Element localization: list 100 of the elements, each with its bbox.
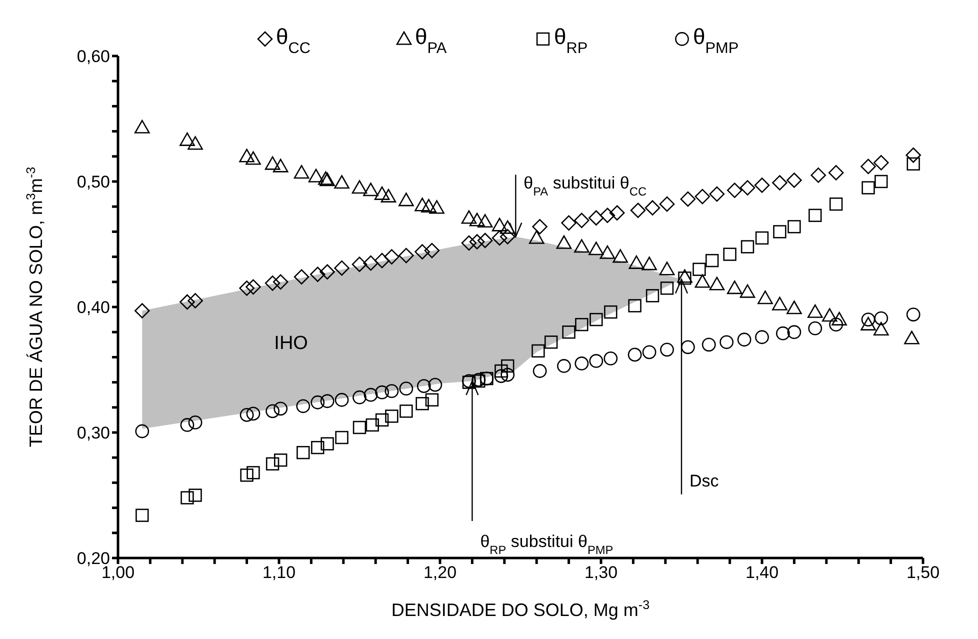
- point: [694, 274, 710, 288]
- point: [630, 202, 646, 218]
- point: [239, 148, 254, 162]
- point: [494, 364, 508, 378]
- point: [425, 393, 439, 406]
- point: [692, 262, 706, 276]
- point: [709, 186, 725, 202]
- point: [477, 232, 493, 248]
- point: [374, 186, 390, 200]
- point: [828, 165, 844, 180]
- point: [561, 215, 576, 231]
- point: [574, 212, 590, 228]
- y-tick-label: 0,60: [76, 47, 110, 66]
- point: [375, 413, 389, 427]
- point: [861, 312, 876, 326]
- point: [188, 136, 203, 150]
- point: [660, 282, 674, 295]
- point: [334, 392, 349, 407]
- point: [562, 326, 576, 339]
- point: [532, 219, 548, 234]
- point: [375, 385, 389, 400]
- point: [904, 330, 920, 344]
- point: [873, 155, 889, 170]
- point: [755, 231, 769, 245]
- point: [421, 198, 436, 212]
- point: [659, 196, 675, 212]
- point: [134, 120, 150, 134]
- x-tick-label: 1,10: [262, 563, 296, 582]
- point: [702, 338, 716, 352]
- point: [364, 388, 378, 402]
- point: [588, 210, 604, 226]
- point: [352, 256, 368, 272]
- point: [363, 182, 378, 196]
- point: [628, 255, 644, 269]
- point: [246, 151, 261, 165]
- x-tick-label: 1,00: [101, 563, 135, 582]
- point: [135, 424, 150, 438]
- point: [461, 235, 477, 251]
- point: [808, 321, 822, 336]
- point: [788, 220, 801, 234]
- point: [246, 406, 260, 421]
- annotation: IHO: [274, 333, 308, 354]
- point: [296, 446, 310, 460]
- point: [628, 348, 642, 362]
- point: [188, 488, 202, 502]
- point: [266, 457, 280, 470]
- point: [829, 197, 843, 211]
- point: [501, 359, 514, 373]
- x-tick-label: 1,20: [423, 563, 457, 582]
- point: [384, 249, 400, 264]
- point: [776, 326, 790, 340]
- point: [758, 290, 773, 304]
- point: [862, 181, 875, 194]
- point: [363, 255, 378, 271]
- point: [352, 180, 368, 194]
- point: [726, 182, 742, 198]
- point: [429, 200, 444, 214]
- point: [787, 325, 802, 340]
- point: [272, 158, 288, 172]
- point: [786, 172, 802, 188]
- point: [335, 430, 348, 444]
- point: [720, 335, 734, 350]
- point: [694, 188, 710, 204]
- point: [266, 404, 280, 418]
- point: [274, 402, 288, 416]
- point: [385, 410, 398, 423]
- point: [772, 175, 788, 190]
- point: [532, 364, 547, 378]
- point: [642, 256, 657, 270]
- point: [310, 395, 325, 410]
- point: [398, 248, 414, 264]
- point: [604, 305, 618, 319]
- point: [399, 382, 414, 396]
- point: [334, 260, 350, 276]
- point: [352, 420, 366, 434]
- point: [492, 218, 508, 232]
- point: [188, 293, 203, 308]
- point: [860, 158, 876, 174]
- point: [860, 316, 876, 330]
- point: [311, 440, 324, 454]
- point: [180, 132, 195, 146]
- point: [494, 369, 508, 383]
- point: [384, 384, 399, 398]
- point: [469, 212, 485, 226]
- point: [575, 318, 588, 332]
- point: [646, 289, 660, 302]
- point: [659, 262, 675, 276]
- point: [755, 330, 769, 344]
- y-tick-label: 0,50: [76, 172, 110, 192]
- y-tick-label: 0,30: [76, 424, 110, 443]
- x-tick-label: 1,50: [906, 563, 940, 582]
- point: [680, 340, 695, 354]
- point: [180, 491, 194, 504]
- point: [754, 178, 770, 193]
- point: [680, 191, 696, 207]
- point: [424, 242, 440, 258]
- point: [557, 359, 571, 373]
- point: [414, 244, 430, 260]
- point: [612, 249, 628, 263]
- point: [600, 208, 616, 224]
